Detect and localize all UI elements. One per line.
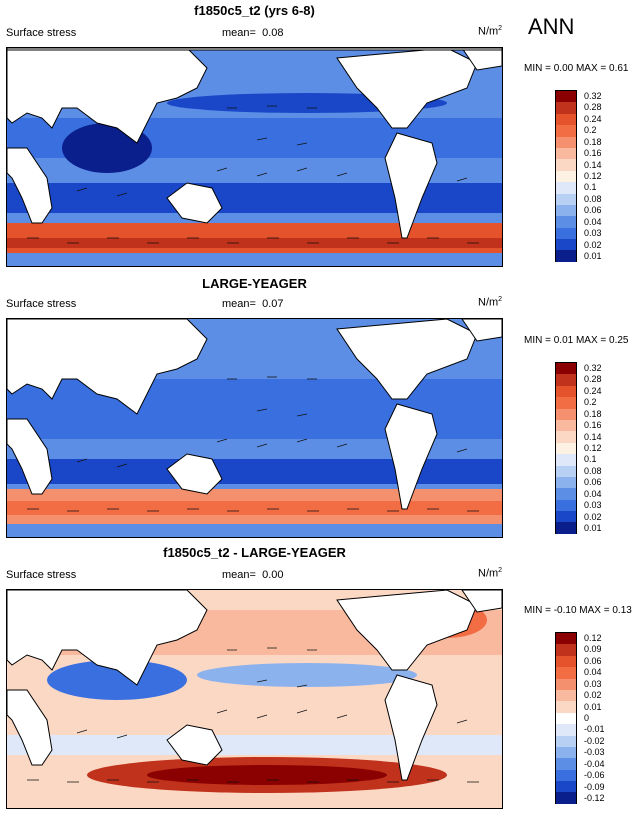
season-label: ANN bbox=[528, 14, 575, 39]
panel-2-variable: Surface stress bbox=[6, 298, 77, 310]
colorbar-tick-label: 0.01 bbox=[584, 523, 602, 534]
colorbar-tick-label: 0.16 bbox=[584, 148, 602, 159]
panel-3-colorbar bbox=[555, 632, 577, 804]
colorbar-tick-label: 0.03 bbox=[584, 500, 602, 511]
panel-3-map-svg bbox=[7, 590, 502, 808]
colorbar-tick-label: 0.2 bbox=[584, 125, 597, 136]
panel-1-variable: Surface stress bbox=[6, 27, 77, 39]
panel-1-map bbox=[6, 47, 503, 267]
panel-2-units: N/m2 bbox=[478, 296, 503, 309]
panel-1-colorbar bbox=[555, 90, 577, 262]
colorbar-tick-label: 0.12 bbox=[584, 632, 602, 643]
colorbar-tick-label: 0.28 bbox=[584, 102, 602, 113]
colorbar-tick-label: 0.06 bbox=[584, 205, 602, 216]
colorbar-tick-label: 0.18 bbox=[584, 408, 602, 419]
colorbar-tick-label: 0.24 bbox=[584, 385, 602, 396]
colorbar-tick-label: -0.04 bbox=[584, 758, 605, 769]
colorbar-tick-label: 0.14 bbox=[584, 159, 602, 170]
panel-3-minmax: MIN = -0.10 MAX = 0.13 bbox=[524, 605, 632, 616]
panel-1-title: f1850c5_t2 (yrs 6-8) bbox=[194, 3, 315, 18]
panel-3-mean: mean= 0.00 bbox=[222, 569, 284, 581]
panel-3-title: f1850c5_t2 - LARGE-YEAGER bbox=[163, 545, 346, 560]
colorbar-tick-label: 0.02 bbox=[584, 239, 602, 250]
panel-3-units: N/m2 bbox=[478, 567, 503, 580]
panel-2-map bbox=[6, 318, 503, 538]
panel-2-colorbar bbox=[555, 362, 577, 534]
colorbar-tick-label: 0.04 bbox=[584, 216, 602, 227]
colorbar-tick-label: 0.14 bbox=[584, 431, 602, 442]
colorbar-tick-label: 0.01 bbox=[584, 251, 602, 262]
panel-1-minmax: MIN = 0.00 MAX = 0.61 bbox=[524, 63, 629, 74]
colorbar-tick-label: 0.06 bbox=[584, 655, 602, 666]
colorbar-tick-label: 0.04 bbox=[584, 667, 602, 678]
colorbar-tick-label: 0.2 bbox=[584, 397, 597, 408]
colorbar-tick-label: -0.06 bbox=[584, 770, 605, 781]
panel-2-map-svg bbox=[7, 319, 502, 537]
colorbar-tick-label: -0.03 bbox=[584, 747, 605, 758]
colorbar-tick-label: 0.03 bbox=[584, 678, 602, 689]
colorbar-tick-label: 0 bbox=[584, 713, 590, 723]
panel-3-variable: Surface stress bbox=[6, 569, 77, 581]
panel-3-map bbox=[6, 589, 503, 809]
panel-1-mean: mean= 0.08 bbox=[222, 27, 284, 39]
colorbar-tick-label: -0.12 bbox=[584, 793, 605, 804]
colorbar-tick-label: 0.08 bbox=[584, 193, 602, 204]
panel-2-title: LARGE-YEAGER bbox=[202, 276, 307, 291]
colorbar-tick-label: 0.01 bbox=[584, 701, 602, 712]
colorbar-tick-label: 0.08 bbox=[584, 465, 602, 476]
colorbar-tick-label: -0.02 bbox=[584, 735, 605, 746]
colorbar-tick-label: 0.18 bbox=[584, 136, 602, 147]
panel-1-map-svg bbox=[7, 48, 502, 266]
colorbar-tick-label: 0.09 bbox=[584, 644, 602, 655]
colorbar-tick-label: 0.12 bbox=[584, 443, 602, 453]
colorbar-tick-label: 0.06 bbox=[584, 477, 602, 488]
colorbar-tick-label: 0.28 bbox=[584, 374, 602, 385]
colorbar-tick-label: 0.32 bbox=[584, 362, 602, 373]
panel-2-mean: mean= 0.07 bbox=[222, 298, 284, 310]
colorbar-tick-label: 0.02 bbox=[584, 511, 602, 522]
colorbar-tick-label: 0.16 bbox=[584, 420, 602, 431]
colorbar-tick-label: 0.1 bbox=[584, 454, 597, 465]
panel-1-units: N/m2 bbox=[478, 25, 503, 38]
panel-2-minmax: MIN = 0.01 MAX = 0.25 bbox=[524, 335, 629, 346]
colorbar-tick-label: 0.04 bbox=[584, 488, 602, 499]
colorbar-tick-label: 0.02 bbox=[584, 690, 602, 701]
colorbar-tick-label: -0.01 bbox=[584, 724, 605, 735]
colorbar-tick-label: 0.1 bbox=[584, 182, 597, 193]
colorbar-tick-label: 0.03 bbox=[584, 228, 602, 239]
colorbar-tick-label: 0.24 bbox=[584, 113, 602, 124]
colorbar-tick-label: -0.09 bbox=[584, 781, 605, 792]
colorbar-tick-label: 0.32 bbox=[584, 90, 602, 101]
colorbar-tick-label: 0.12 bbox=[584, 171, 602, 181]
